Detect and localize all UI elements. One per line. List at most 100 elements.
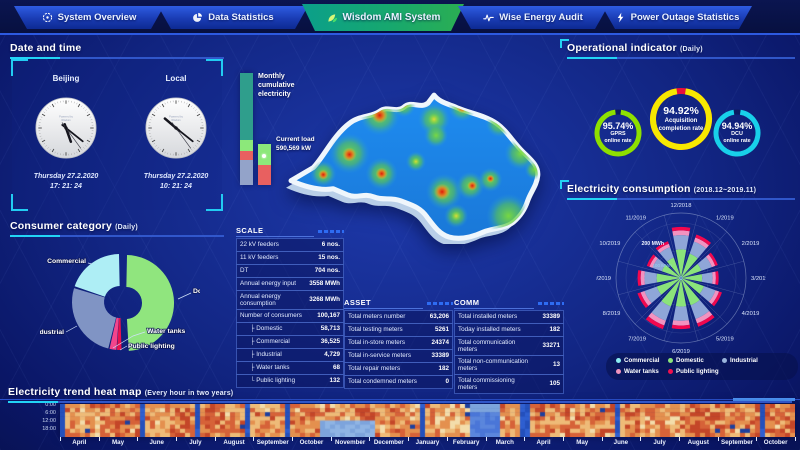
donut-slice-domestic: [126, 255, 175, 351]
row-value: 0: [445, 378, 449, 386]
rose-wedge: [701, 272, 713, 284]
heatmap-month-label: November: [334, 439, 366, 446]
tab-system-overview[interactable]: System Overview: [14, 6, 164, 29]
energy-audit-pulse-icon: [483, 12, 494, 23]
donut-slice-industrial: [72, 288, 117, 349]
heatmap-ylabel: 0:00: [45, 402, 56, 408]
rose-wedge: [637, 270, 642, 286]
heatmap-month-label: April: [536, 439, 551, 446]
table-row: Today installed meters 182: [454, 323, 564, 337]
comm-table: COMM Total installed meters 33389 Today ins…: [454, 298, 564, 394]
gauge-value: 95.74%: [602, 120, 634, 131]
donut-slice-commercial: [74, 254, 120, 297]
rose-wedge: [697, 256, 712, 271]
donut-slice-public-lighting: [116, 317, 122, 351]
rose-wedge: [681, 277, 683, 279]
svg-text:Wisdom: Wisdom: [171, 118, 180, 122]
power-outage-bolt-icon: [615, 12, 626, 23]
table-scrollbar-icon: [427, 302, 453, 305]
rose-wedge: [648, 312, 666, 326]
rose-wedge: [679, 276, 681, 278]
gauge-label: DCU: [731, 130, 743, 137]
tab-power-outage-statistics[interactable]: Power Outage Statistics: [602, 6, 752, 29]
rose-wedge: [681, 278, 683, 281]
rose-wedge: [682, 263, 702, 278]
gauge-label: online rate: [723, 138, 751, 144]
table-row: ├ Industrial 4,729: [236, 348, 344, 362]
donut-label: Commercial: [47, 258, 86, 265]
tab-wise-energy-audit[interactable]: Wise Energy Audit: [458, 6, 608, 29]
svg-text:Wisdom: Wisdom: [61, 118, 70, 122]
legend-dot-icon: [668, 358, 673, 363]
table-title: COMM: [454, 298, 534, 309]
donut-slice-water-tanks: [109, 317, 119, 350]
rose-wedge: [644, 286, 662, 304]
rose-month-label: 10/2019: [599, 241, 620, 247]
heatmap-month-label: May: [576, 439, 589, 446]
gauge-label: GPRS: [610, 130, 626, 137]
clock-date: Thursday 27.2.2020: [143, 173, 209, 180]
rose-wedge: [682, 274, 703, 282]
trend-heatmap-header: Electricity trend heat map (Every hour i…: [8, 386, 792, 403]
rose-wedge: [656, 278, 680, 295]
donut-label: Water tanks: [147, 328, 185, 335]
load-marker-icon: [262, 154, 266, 158]
tab-data-statistics[interactable]: Data Statistics: [158, 6, 308, 29]
heatmap-month-label: May: [111, 439, 125, 446]
heatmap-month-label: August: [223, 439, 245, 446]
row-value: 105: [549, 380, 560, 388]
rose-month-label: 2/2019: [742, 241, 760, 247]
electricity-consumption-title: Electricity consumption: [567, 183, 691, 195]
row-value: 3268 MWh: [309, 296, 340, 304]
rose-wedge: [644, 271, 657, 285]
operational-indicator-header: Operational indicator (Daily): [560, 39, 795, 59]
rose-month-label: 4/2019: [742, 311, 760, 317]
panel-corner-icon: [11, 194, 28, 211]
consumer-category-title: Consumer category: [10, 220, 113, 232]
row-label: Total non-communication meters: [458, 357, 529, 373]
heatmap-month-tick: [717, 437, 719, 441]
current-load-title: Current load: [276, 136, 315, 143]
gauge-ring: [594, 109, 642, 157]
heatmap-month-tick: [369, 437, 371, 441]
heatmap-month-tick: [485, 437, 487, 441]
row-label: ├ Water tanks: [250, 364, 290, 372]
heatmap-ylabel: 12:00: [42, 418, 56, 424]
table-row: Total in-store meters 24374: [344, 336, 453, 350]
rose-wedge: [675, 249, 687, 276]
rose-wedge: [646, 254, 656, 267]
date-time-panel: Beijing Powered by Wisdom Thursday 27.2.202…: [11, 59, 223, 211]
table-row: Total communication meters 33271: [454, 336, 564, 356]
gauge-label: online rate: [604, 138, 632, 144]
heatmap-month-tick: [330, 437, 332, 441]
table-row: Total repair meters 182: [344, 362, 453, 376]
rose-month-label: 1/2019: [716, 215, 734, 221]
legend-item-public-lighting: Public lighting: [668, 368, 719, 375]
row-label: └ Public lighting: [250, 377, 296, 385]
tab-label: Wisdom AMI System: [342, 12, 441, 23]
rose-wedge: [679, 278, 681, 280]
heatmap-month-tick: [292, 437, 294, 441]
rose-wedge: [671, 324, 691, 330]
heatmap-month-tick: [795, 437, 796, 441]
rose-wedge: [671, 226, 691, 232]
row-label: DT: [240, 267, 249, 275]
trend-heatmap-subtitle: (Every hour in two years): [144, 390, 234, 397]
table-row: Total non-communication meters 13: [454, 355, 564, 375]
wisdom-ami-leaf-icon: [326, 12, 338, 24]
monthly-cumulative-bar: [240, 73, 253, 185]
table-row: DT 704 nos.: [236, 264, 344, 278]
rose-wedge: [679, 276, 681, 278]
table-row: Annual energy input 3558 MWh: [236, 277, 344, 291]
row-label: 11 kV feeders: [240, 254, 279, 262]
operational-indicator-subtitle: (Daily): [679, 46, 703, 53]
rose-wedge: [661, 264, 680, 278]
tab-wisdom-ami-system[interactable]: Wisdom AMI System: [302, 4, 464, 31]
heatmap-month-label: December: [373, 439, 404, 446]
row-value: 13: [552, 361, 560, 369]
bracket-icon: [560, 180, 569, 189]
row-label: Total in-store meters: [348, 339, 406, 347]
table-row: ├ Water tanks 68: [236, 361, 344, 375]
row-label: ├ Domestic: [250, 325, 283, 333]
